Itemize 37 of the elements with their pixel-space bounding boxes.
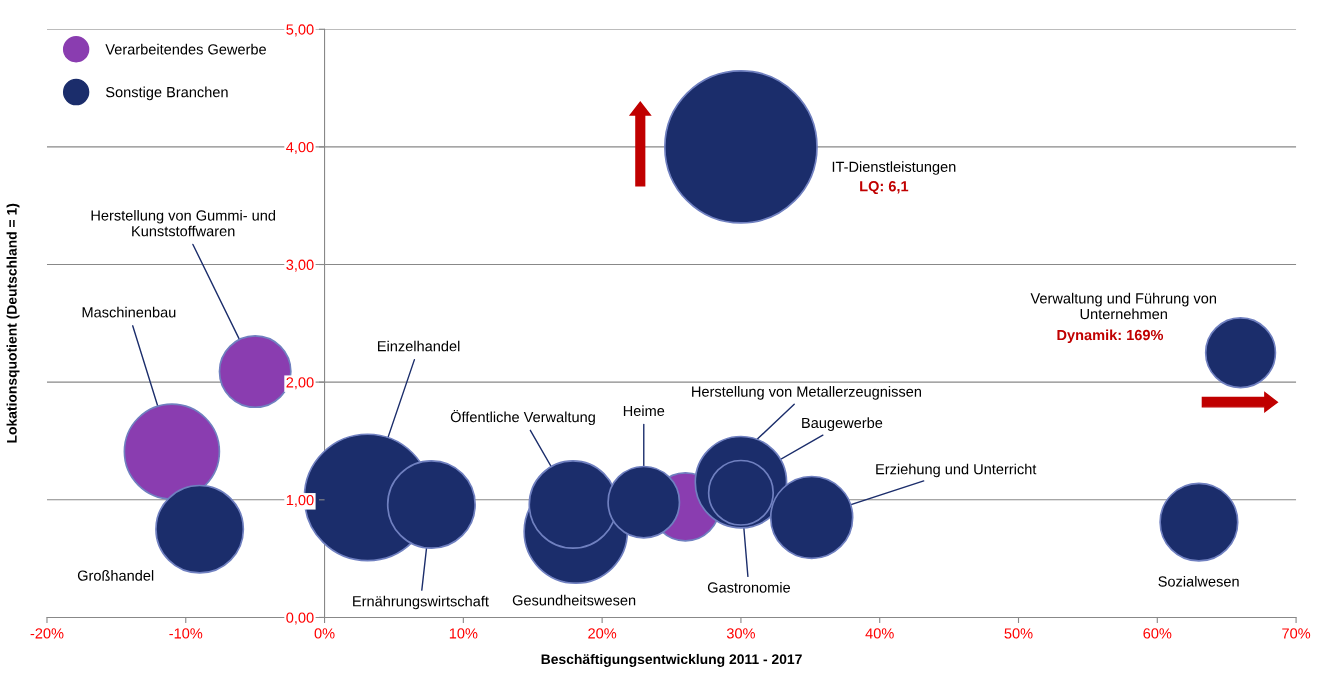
x-tick-label: 60% [1143, 628, 1172, 639]
annotation: Erziehung und Unterricht [876, 463, 1037, 478]
x-tick-label: 20% [588, 628, 617, 639]
legend-label: Verarbeitendes Gewerbe [105, 43, 266, 55]
annotation: Großhandel [77, 570, 154, 581]
annotation: Verwaltung und Führung von Unternehmen [1030, 292, 1216, 320]
x-tick-label: 10% [449, 628, 478, 639]
y-tick-label: 2,00 [286, 377, 314, 390]
annotation: IT-Dienstleistungen [832, 161, 956, 175]
x-axis-title: Beschäftigungsentwicklung 2011 - 2017 [541, 653, 802, 667]
x-tick-label: -10% [169, 628, 203, 639]
annotation: Baugewerbe [802, 417, 883, 431]
legend-label: Sonstige Branchen [105, 86, 228, 101]
x-tick-label: 40% [865, 628, 894, 639]
x-tick-label: 0% [314, 628, 335, 639]
annotation: Sozialwesen [1158, 575, 1239, 587]
annotation: Herstellung von Metallerzeugnissen [692, 386, 921, 400]
annotation: Herstellung von Gummi- und Kunststoffwaren [91, 209, 276, 237]
annotation: Gesundheitswesen [512, 594, 636, 606]
y-tick-label: 1,00 [286, 494, 314, 507]
annotation: Gastronomie [707, 581, 791, 593]
x-tick-label: 50% [1004, 628, 1033, 639]
annotation: Maschinenbau [82, 306, 176, 318]
x-tick-label: 70% [1282, 628, 1311, 639]
y-axis-title: Lokationsquotient (Deutschland = 1) [6, 203, 20, 443]
annotation: Heime [623, 405, 665, 417]
annotation: Dynamik: 169% [1057, 329, 1164, 344]
y-tick-label: 4,00 [286, 141, 314, 155]
x-tick-label: -20% [30, 628, 64, 639]
annotation: Einzelhandel [378, 340, 460, 352]
y-tick-label: 5,00 [286, 24, 314, 37]
annotation: Öffentliche Verwaltung [450, 409, 595, 426]
annotation: Ernährungswirtschaft [353, 595, 489, 610]
y-tick-label: 0,00 [286, 612, 314, 625]
x-tick-label: 30% [726, 628, 755, 639]
annotation: LQ: 6,1 [860, 181, 909, 195]
y-tick-label: 3,00 [286, 259, 314, 272]
